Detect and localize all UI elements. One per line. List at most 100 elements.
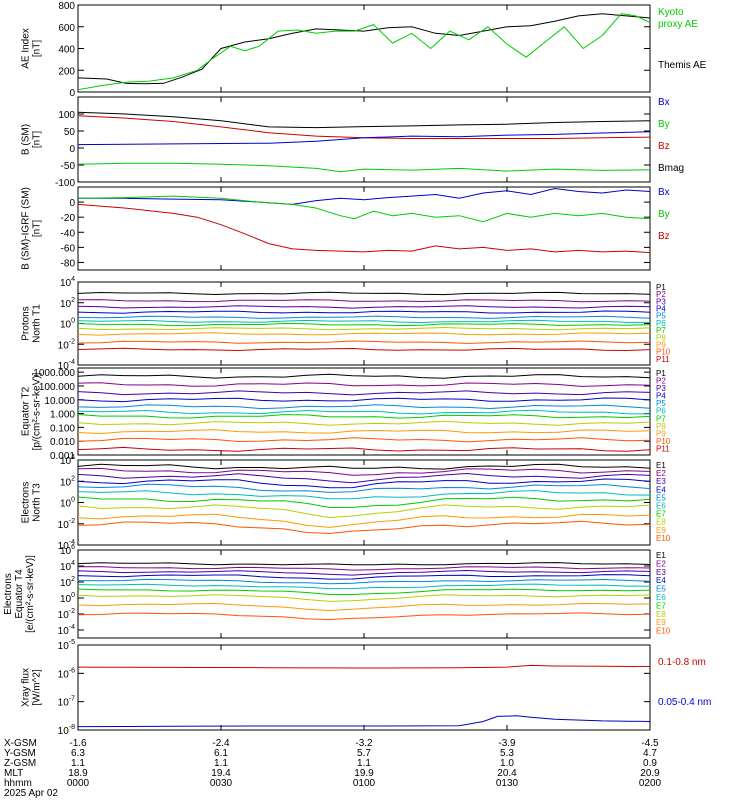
panel-pn: 10-4 10-2 100 102 104 Protons North T1 P1P2P3P4… (21, 276, 671, 372)
legend-entry: Bz (658, 141, 670, 152)
legend-entry: P3 (656, 297, 666, 306)
footer-value: -2.4 (212, 738, 230, 749)
series-line-11 (77, 446, 651, 452)
series-line-5 (77, 315, 651, 319)
series-line-2 (77, 195, 651, 223)
series-line-6 (77, 490, 651, 500)
legend-entry: E8 (656, 610, 666, 619)
series-line-9 (77, 332, 651, 336)
legend-entry: E7 (656, 510, 666, 519)
footer-value: 19.9 (354, 768, 374, 779)
legend-entry: E10 (656, 627, 671, 636)
footer-date: 2025 Apr 02 (4, 788, 58, 799)
legend-entry: P11 (656, 355, 670, 364)
panel-frame (77, 459, 651, 546)
series-line-7 (77, 496, 651, 509)
legend-entry: E4 (656, 576, 666, 585)
y-tick-label: 100 (58, 110, 75, 121)
y-tick-label: 100 (60, 592, 75, 605)
footer-value: 20.4 (497, 768, 517, 779)
y-axis-label: AE Index (21, 28, 32, 69)
y-axis-label: Xray flux (21, 668, 32, 707)
legend-entry: E3 (656, 477, 666, 486)
footer-value: 0000 (67, 778, 90, 789)
y-tick-label: 10-8 (58, 724, 75, 737)
y-tick-label: 1000.000 (33, 368, 75, 379)
y-tick-label: 102 (60, 576, 75, 589)
panel-xray: 10-8 10-7 10-6 10-5 Xray flux [W/m^2] 0.1-0.8 … (21, 639, 712, 737)
legend-entry: E9 (656, 526, 666, 535)
y-tick-label: -60 (61, 243, 76, 254)
legend-entry: E10 (656, 534, 671, 543)
y-tick-label: 1.000 (50, 410, 75, 421)
y-tick-label: 200 (58, 66, 75, 77)
panel-frame (77, 644, 651, 731)
legend-entry: P9 (656, 429, 666, 438)
panel-bsm: -100 -50 0 50 100 B (SM) [nT] Bx By Bz Bmag (21, 96, 684, 189)
series-line-2 (77, 566, 651, 571)
legend-entry: P8 (656, 333, 666, 342)
y-tick-label: -100 (55, 178, 75, 189)
y-tick-label: 10-4 (58, 539, 75, 552)
series-line-3 (77, 569, 651, 576)
y-tick-label: 10-7 (58, 696, 75, 709)
y-tick-label: 10-4 (58, 624, 75, 637)
legend-entry: Bmag (658, 163, 684, 174)
panel-bigrf: -80 -60 -40 -20 0 B (SM)-IGRF (SM) [nT] Bx By Bz (21, 186, 670, 271)
y-axis-label: Equator T2 (21, 386, 32, 436)
legend-entry: By (658, 119, 670, 130)
y-axis-label: [nT] (32, 220, 43, 237)
footer-value: 19.4 (211, 768, 231, 779)
series-line-1 (77, 463, 651, 470)
footer-value: -3.2 (355, 738, 373, 749)
y-axis-label: North T1 (32, 304, 43, 343)
legend-entry: P6 (656, 407, 666, 416)
y-tick-label: 0 (69, 198, 75, 209)
legend-entry: P9 (656, 340, 666, 349)
legend-entry: P7 (656, 414, 666, 423)
series-line-2 (77, 467, 651, 476)
y-tick-label: 800 (58, 1, 75, 12)
footer-value: 0100 (353, 778, 376, 789)
footer-row-label: Z-GSM (4, 758, 36, 769)
y-tick-label: 0.010 (50, 437, 75, 448)
footer-value: 0200 (639, 778, 662, 789)
series-line-3 (77, 305, 651, 309)
series-line-3 (77, 131, 651, 146)
series-line-8 (77, 504, 651, 519)
series-line-11 (77, 347, 651, 352)
y-tick-label: 10-2 (58, 608, 75, 621)
footer-value: 1.1 (357, 758, 371, 769)
footer-row-label: X-GSM (4, 738, 37, 749)
legend-entry: E1 (656, 461, 666, 470)
series-line-1 (77, 562, 651, 566)
legend-entry: P11 (656, 444, 670, 453)
legend-entry: E8 (656, 518, 666, 527)
y-tick-label: 0.001 (50, 451, 75, 462)
y-axis-label: [p/(cm²-s-sr-keV)] (32, 372, 43, 450)
series-line-10 (77, 340, 651, 344)
series-line-4 (77, 162, 651, 173)
series-line-3 (77, 390, 651, 396)
legend-entry: E6 (656, 593, 666, 602)
legend-entry: P2 (656, 290, 666, 299)
series-line-2 (77, 13, 651, 91)
series-line-7 (77, 322, 651, 327)
y-axis-label: North T3 (32, 483, 43, 522)
y-axis-label: Equator T4 (14, 569, 25, 619)
series-line-6 (77, 319, 650, 324)
series-line-7 (77, 414, 651, 419)
y-tick-label: 100.000 (39, 382, 76, 393)
footer-value: 0130 (496, 778, 519, 789)
series-line-1 (77, 111, 651, 129)
series-line-1 (77, 373, 651, 379)
legend-entry: proxy AE (658, 19, 698, 30)
y-axis-label: Electrons (21, 482, 32, 524)
y-tick-label: 10-4 (58, 359, 75, 372)
y-tick-label: 50 (64, 127, 76, 138)
panel-en: 10-4 10-2 100 102 104 Electrons North T3 E1E2E3… (21, 454, 671, 552)
legend-entry: Themis AE (658, 60, 707, 71)
series-line-5 (77, 578, 651, 585)
footer-value: 1.1 (71, 758, 85, 769)
